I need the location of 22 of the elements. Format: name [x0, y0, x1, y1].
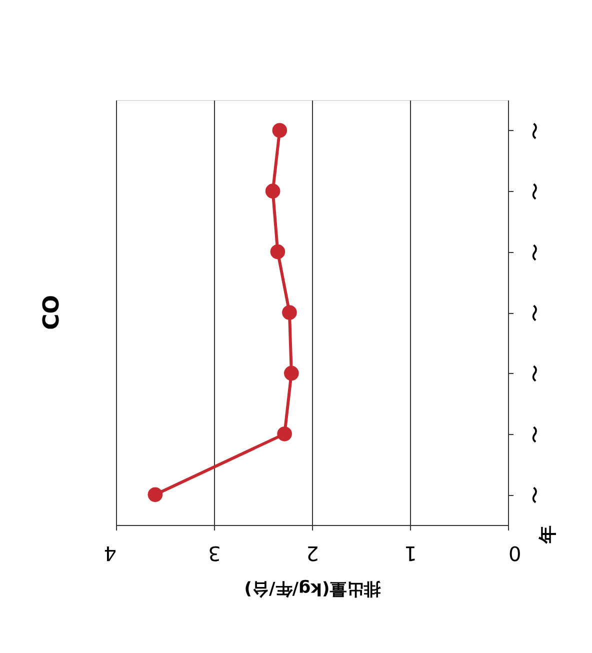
- y-tick-label: 〜: [526, 364, 546, 383]
- x-tick-label: 4: [104, 542, 116, 566]
- y-tick-label: 〜: [526, 243, 546, 262]
- point: [284, 366, 299, 381]
- x-tick-label: 2: [306, 542, 319, 566]
- x-tick-label: 0: [508, 542, 522, 566]
- y-tick-label: 〜: [526, 425, 546, 444]
- y-tick-label: 〜: [526, 182, 546, 201]
- point: [265, 184, 280, 198]
- text: CO: [39, 295, 64, 330]
- y-tick-label: 〜: [526, 304, 546, 322]
- point: [270, 244, 286, 260]
- point: [282, 305, 297, 320]
- y-tick-label: 〜: [526, 122, 546, 140]
- x-tick-label: 1: [404, 542, 417, 566]
- x-tick-label: 3: [208, 542, 221, 566]
- point: [277, 426, 292, 442]
- point: [272, 122, 288, 138]
- y-tick-label: 〜: [526, 486, 546, 504]
- point: [148, 487, 163, 502]
- x-axis-title: 排出量(kg/年/台): [244, 578, 382, 598]
- y-axis-title: 年: [538, 526, 558, 544]
